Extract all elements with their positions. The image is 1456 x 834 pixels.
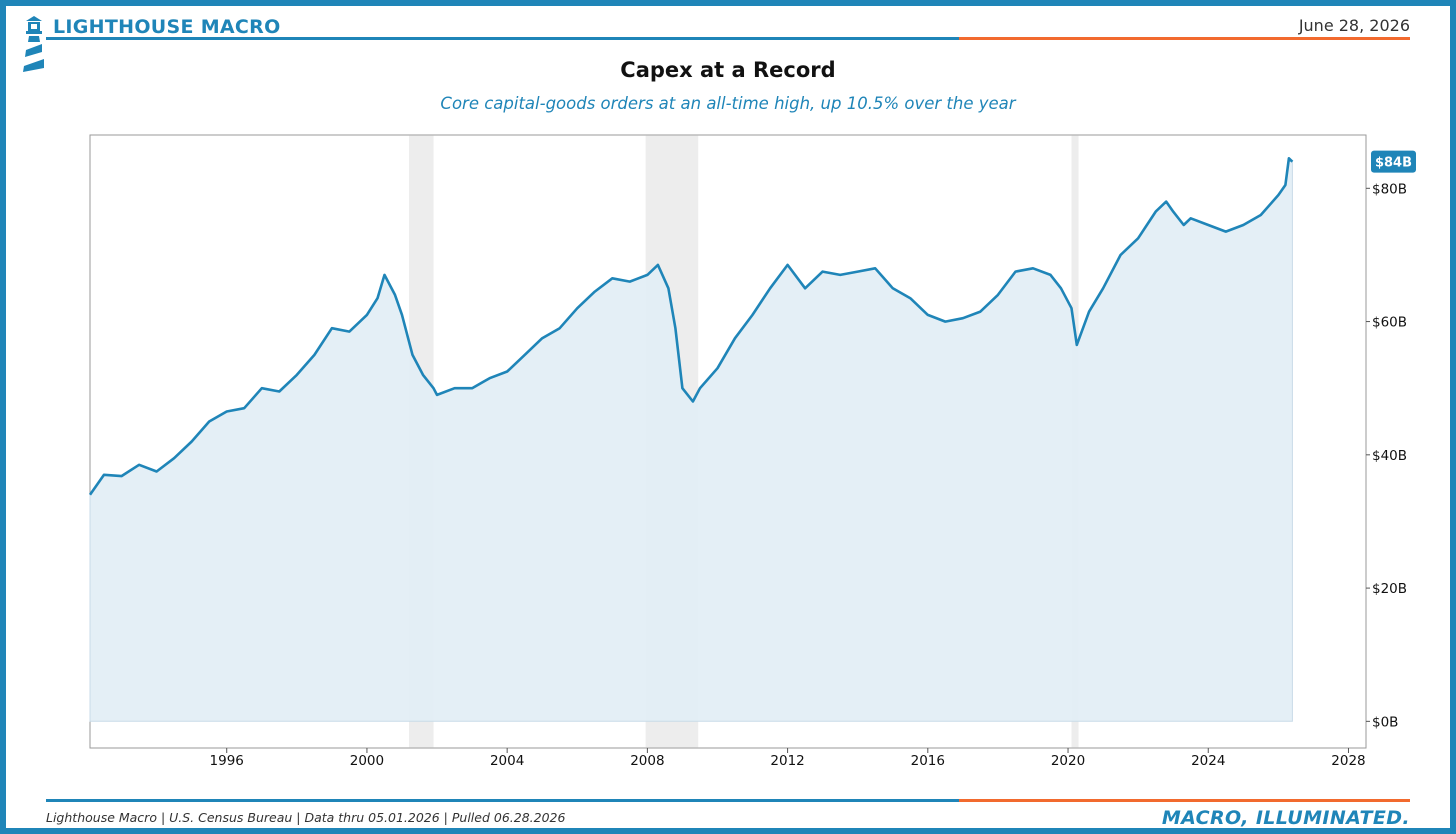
footer-rule-blue <box>46 799 959 802</box>
source-note: Lighthouse Macro | U.S. Census Bureau | … <box>46 810 566 825</box>
lighthouse-icon <box>23 16 44 72</box>
header-rule-blue <box>46 37 959 40</box>
x-tick-label: 2008 <box>630 753 664 769</box>
x-tick-label: 2016 <box>911 753 945 769</box>
header-rule-orange <box>959 37 1410 40</box>
x-tick-label: 1996 <box>210 753 244 769</box>
y-tick-label: $0B <box>1372 714 1398 730</box>
brand-name: LIGHTHOUSE MACRO <box>53 16 281 38</box>
x-tick-label: 2004 <box>490 753 524 769</box>
y-tick-label: $80B <box>1372 181 1407 197</box>
y-tick-label: $20B <box>1372 581 1407 597</box>
last-value-badge-bg <box>1371 150 1416 173</box>
chart-title: Capex at a Record <box>620 58 836 82</box>
report-date: June 28, 2026 <box>1298 16 1410 35</box>
chart-subtitle: Core capital-goods orders at an all-time… <box>440 94 1016 113</box>
y-tick-label: $40B <box>1372 448 1407 464</box>
tagline: MACRO, ILLUMINATED. <box>1161 807 1410 829</box>
x-tick-label: 2020 <box>1051 753 1085 769</box>
last-value-badge: $84B <box>1371 150 1416 173</box>
last-value-label: $84B <box>1375 156 1412 171</box>
x-tick-label: 2012 <box>770 753 804 769</box>
x-tick-label: 2028 <box>1331 753 1365 769</box>
footer-rule-orange <box>959 799 1410 802</box>
x-tick-label: 2024 <box>1191 753 1225 769</box>
x-tick-label: 2000 <box>350 753 384 769</box>
y-tick-label: $60B <box>1372 315 1407 331</box>
series-line <box>88 157 1294 496</box>
